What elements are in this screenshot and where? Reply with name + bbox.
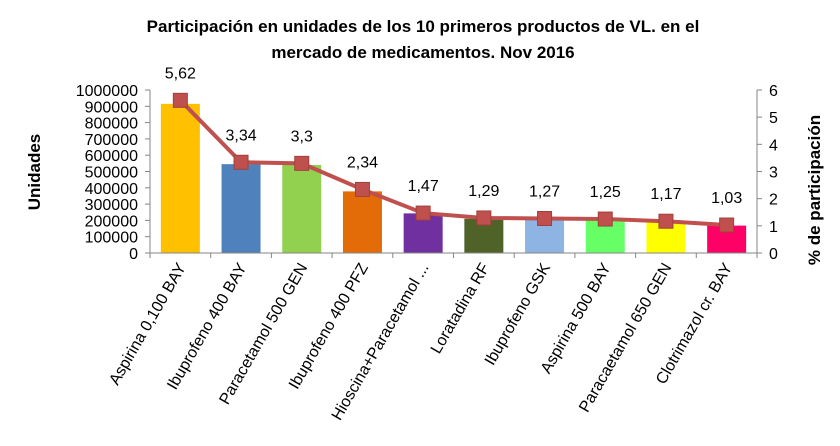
data-label: 1,47 bbox=[408, 178, 439, 195]
share-point bbox=[354, 181, 370, 197]
y-axis-title: Unidades bbox=[25, 134, 44, 211]
y-tick-label: 600000 bbox=[85, 148, 138, 165]
y2-tick-label: 6 bbox=[769, 83, 778, 100]
y-tick-label: 400000 bbox=[85, 181, 138, 198]
share-point bbox=[719, 217, 735, 233]
share-point bbox=[172, 92, 188, 108]
axes bbox=[149, 90, 758, 258]
y-tick-label: 800000 bbox=[85, 116, 138, 133]
share-line bbox=[172, 92, 735, 233]
y-tick-label: 700000 bbox=[85, 132, 138, 149]
bar bbox=[342, 191, 382, 253]
category-label: Ibuprofeno GSK bbox=[482, 260, 554, 368]
share-point bbox=[537, 210, 553, 226]
data-label: 3,3 bbox=[291, 128, 313, 145]
data-label: 1,25 bbox=[590, 184, 621, 201]
y2-tick-label: 1 bbox=[769, 219, 778, 236]
y-axis-ticks: 0100000200000300000400000500000600000700… bbox=[76, 83, 150, 263]
data-label: 1,17 bbox=[650, 186, 681, 203]
y-tick-label: 300000 bbox=[85, 197, 138, 214]
data-label: 1,27 bbox=[529, 183, 560, 200]
share-point bbox=[294, 155, 310, 171]
y2-tick-label: 2 bbox=[769, 192, 778, 209]
bars bbox=[160, 103, 747, 253]
data-label: 5,62 bbox=[165, 65, 196, 82]
chart-title-line-1: Participación en unidades de los 10 prim… bbox=[147, 17, 700, 36]
bar bbox=[282, 164, 322, 253]
data-label: 1,03 bbox=[711, 190, 742, 207]
y2-tick-label: 3 bbox=[769, 165, 778, 182]
y2-axis-title: % de participación bbox=[805, 115, 824, 265]
data-label: 2,34 bbox=[347, 154, 378, 171]
y-tick-label: 900000 bbox=[85, 99, 138, 116]
chart-title-line-2: mercado de medicamentos. Nov 2016 bbox=[271, 43, 574, 62]
share-point bbox=[658, 213, 674, 229]
y2-tick-label: 0 bbox=[769, 246, 778, 263]
y-tick-label: 500000 bbox=[85, 165, 138, 182]
y-tick-label: 100000 bbox=[85, 230, 138, 247]
bar bbox=[221, 164, 261, 253]
share-point bbox=[597, 211, 613, 227]
y2-tick-label: 5 bbox=[769, 110, 778, 127]
data-labels: 5,62 3,34 3,3 2,34 1,47 1,29 1,27 1,25 1,17 1,03 bbox=[165, 65, 743, 207]
category-label: Loratadina RF bbox=[428, 260, 494, 357]
y2-axis-ticks: 0 1 2 3 4 5 6 bbox=[757, 83, 778, 263]
y-tick-label: 1000000 bbox=[76, 83, 138, 100]
share-point bbox=[415, 205, 431, 221]
bar bbox=[160, 103, 200, 253]
share-point bbox=[476, 210, 492, 226]
y-tick-label: 0 bbox=[129, 246, 138, 263]
share-point bbox=[233, 154, 249, 170]
y-tick-label: 200000 bbox=[85, 213, 138, 230]
data-label: 3,34 bbox=[225, 127, 256, 144]
y2-tick-label: 4 bbox=[769, 137, 778, 154]
share-line-path bbox=[178, 98, 727, 228]
data-label: 1,29 bbox=[468, 183, 499, 200]
